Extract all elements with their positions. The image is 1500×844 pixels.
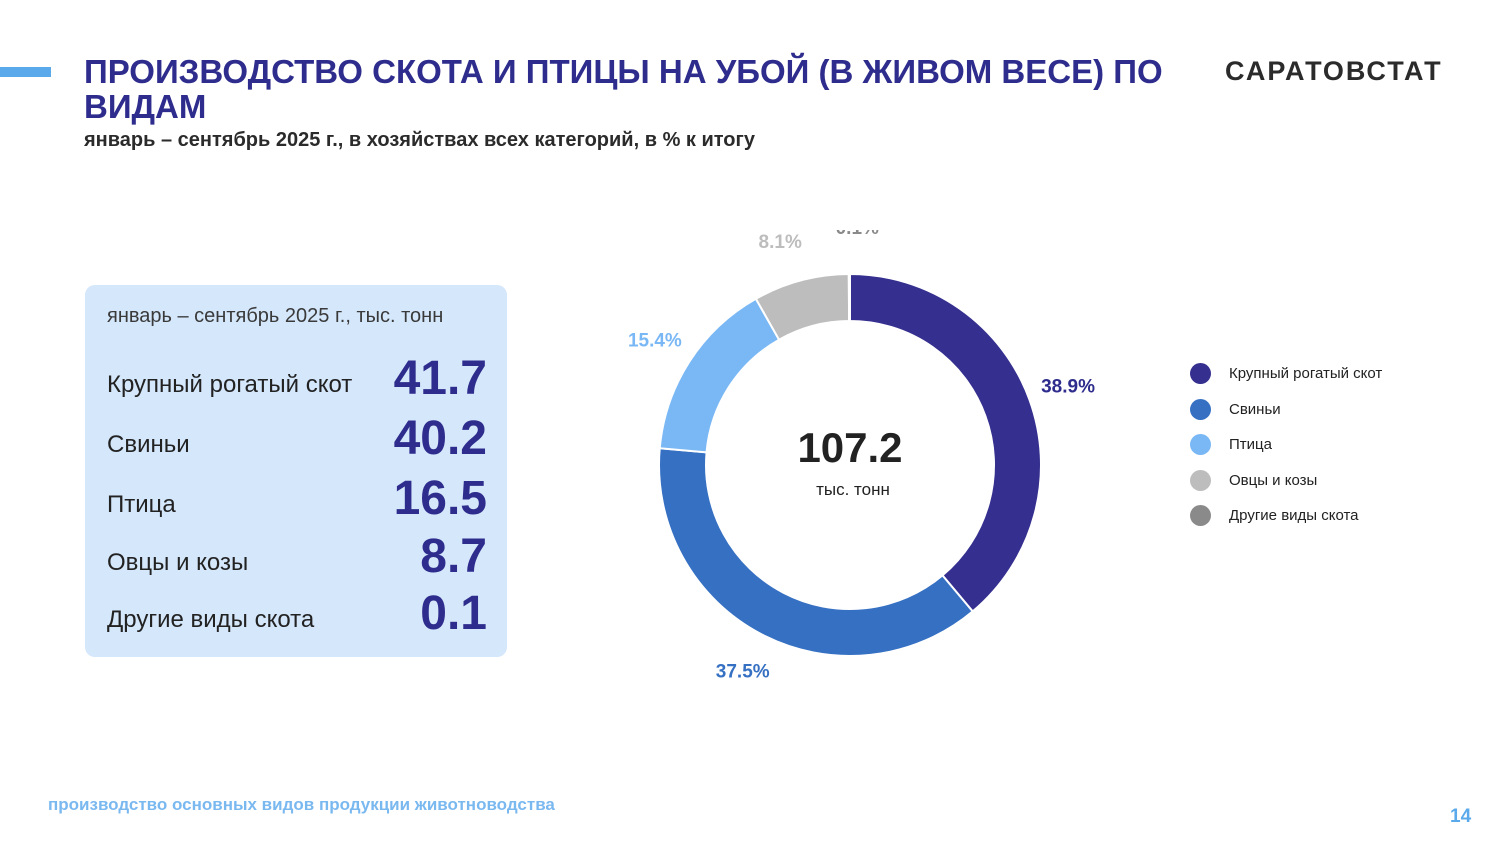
donut-slice bbox=[658, 297, 781, 454]
summary-row-label: Крупный рогатый скот bbox=[107, 371, 353, 398]
summary-row-sheep-goats: Овцы и козы 8.7 bbox=[107, 531, 487, 583]
legend-swatch bbox=[1190, 505, 1211, 527]
summary-row-label: Свиньи bbox=[107, 431, 190, 458]
summary-row-label: Другие виды скота bbox=[107, 606, 315, 633]
legend-item: Другие виды скота bbox=[1190, 498, 1382, 534]
page-title: ПРОИЗВОДСТВО СКОТА И ПТИЦЫ НА УБОЙ (В ЖИ… bbox=[84, 53, 1163, 125]
legend-label: Птица bbox=[1229, 436, 1272, 454]
donut-slice-label: 0.1% bbox=[836, 230, 879, 239]
donut-slice bbox=[849, 272, 1042, 613]
legend-swatch bbox=[1190, 398, 1211, 420]
footer-section-name: производство основных видов продукции жи… bbox=[48, 795, 555, 814]
center-total-unit: тыс. тонн bbox=[816, 480, 890, 499]
legend-label: Другие виды скота bbox=[1229, 507, 1359, 525]
page-number: 14 bbox=[1450, 806, 1472, 827]
summary-row-value: 16.5 bbox=[393, 472, 487, 525]
summary-caption: январь – сентябрь 2025 г., тыс. тонн bbox=[107, 305, 444, 327]
summary-row-label: Овцы и козы bbox=[107, 549, 249, 576]
summary-row-pigs: Свиньи 40.2 bbox=[107, 413, 487, 465]
legend-label: Овцы и козы bbox=[1229, 471, 1318, 489]
summary-row-other: Другие виды скота 0.1 bbox=[107, 588, 487, 640]
donut-slice bbox=[847, 272, 851, 323]
brand-logo: САРАТОВСТАТ bbox=[1225, 56, 1443, 86]
donut-slice-label: 37.5% bbox=[716, 662, 770, 680]
summary-row-cattle: Крупный рогатый скот 41.7 bbox=[107, 353, 487, 405]
summary-row-value: 40.2 bbox=[393, 412, 487, 465]
legend-item: Крупный рогатый скот bbox=[1190, 356, 1382, 392]
legend-swatch bbox=[1190, 434, 1211, 456]
donut-slice bbox=[658, 447, 975, 657]
summary-row-poultry: Птица 16.5 bbox=[107, 473, 487, 525]
summary-row-label: Птица bbox=[107, 491, 176, 518]
legend-swatch bbox=[1190, 469, 1211, 491]
donut-slice-label: 8.1% bbox=[759, 232, 802, 253]
donut-chart: 38.9% 37.5% 15.4% 8.1% 0.1% 107.2 тыс. тонн bbox=[628, 230, 1095, 680]
legend-item: Свиньи bbox=[1190, 392, 1382, 428]
legend-item: Птица bbox=[1190, 427, 1382, 463]
legend-label: Крупный рогатый скот bbox=[1229, 365, 1383, 383]
donut-slice-label: 15.4% bbox=[628, 330, 682, 351]
legend-item: Овцы и козы bbox=[1190, 463, 1382, 499]
summary-panel: январь – сентябрь 2025 г., тыс. тонн Кру… bbox=[85, 285, 507, 657]
summary-row-value: 8.7 bbox=[420, 530, 487, 583]
page-subtitle: январь – сентябрь 2025 г., в хозяйствах … bbox=[84, 129, 755, 151]
legend-swatch bbox=[1190, 363, 1211, 385]
center-total-value: 107.2 bbox=[797, 424, 902, 471]
accent-bar bbox=[0, 67, 51, 77]
summary-row-value: 41.7 bbox=[393, 352, 487, 405]
summary-row-value: 0.1 bbox=[420, 587, 487, 640]
legend-label: Свиньи bbox=[1229, 400, 1281, 418]
donut-slice-label: 38.9% bbox=[1041, 377, 1095, 398]
chart-legend: Крупный рогатый скот Свиньи Птица Овцы и… bbox=[1190, 356, 1382, 534]
